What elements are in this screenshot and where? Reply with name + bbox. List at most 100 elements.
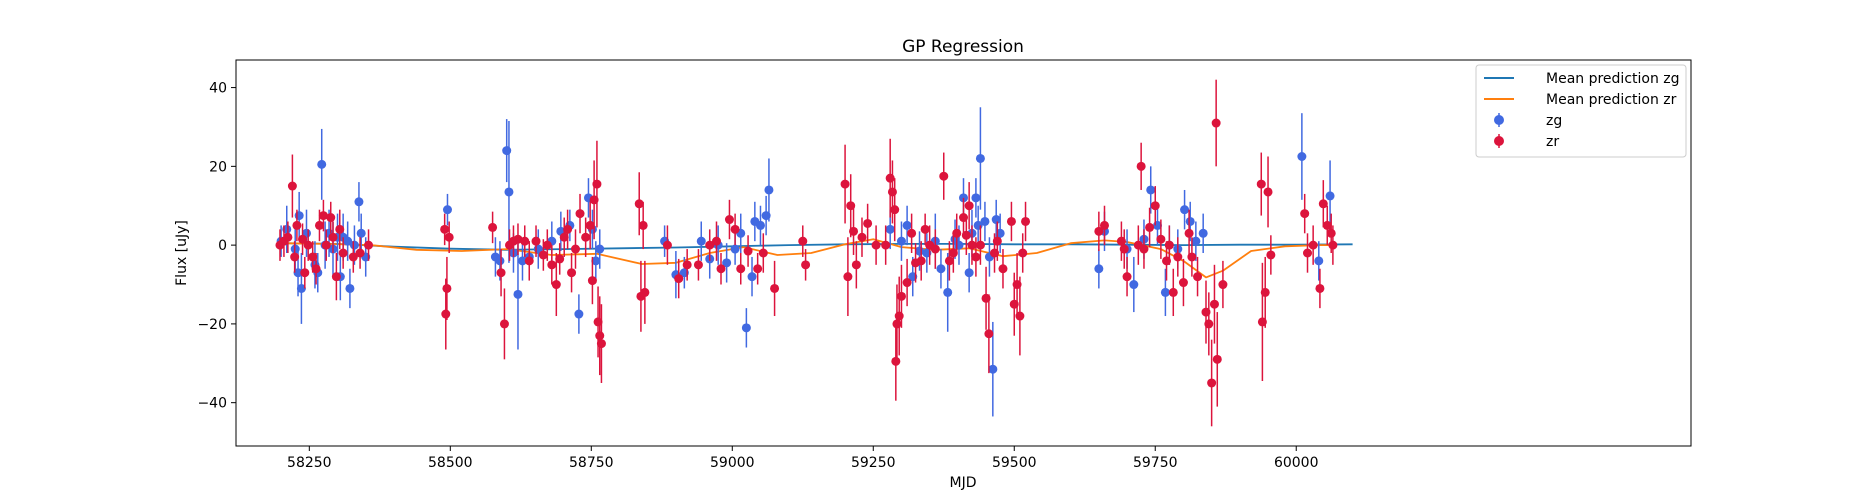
zr-point <box>892 319 902 329</box>
zr-point <box>488 222 498 232</box>
zr-point <box>1164 240 1174 250</box>
zg-point <box>902 220 912 230</box>
zr-point <box>308 252 318 262</box>
x-tick-label: 58250 <box>287 455 332 471</box>
zr-point <box>442 283 452 293</box>
zg-point <box>1314 256 1324 266</box>
zr-point <box>984 329 994 339</box>
zr-point <box>894 311 904 321</box>
zr-point <box>592 179 602 189</box>
zg-point <box>896 236 906 246</box>
zr-point <box>640 287 650 297</box>
zg-point <box>442 205 452 215</box>
zg-point <box>943 287 953 297</box>
zr-point <box>1173 252 1183 262</box>
zr-point <box>682 260 692 270</box>
zr-point <box>499 319 509 329</box>
zr-point <box>1315 283 1325 293</box>
zr-point <box>1322 220 1332 230</box>
legend: Mean prediction zg Mean prediction zr zg… <box>1475 64 1687 158</box>
zr-point <box>1308 240 1318 250</box>
zr-point <box>496 268 506 278</box>
zr-point <box>907 228 917 238</box>
zr-point <box>328 232 338 242</box>
legend-mean-zg-label: Mean prediction zg <box>1546 71 1680 87</box>
zr-point <box>770 283 780 293</box>
zr-point <box>843 272 853 282</box>
zg-point <box>1191 236 1201 246</box>
axes: 58250 58500 58750 59000 59250 59500 59750 60000… <box>197 81 1318 471</box>
zr-point <box>801 260 811 270</box>
zg-point <box>730 244 740 254</box>
legend-mean-zr-label: Mean prediction zr <box>1546 92 1677 108</box>
zg-point <box>1198 228 1208 238</box>
zr-point <box>1260 287 1270 297</box>
zg-point <box>964 268 974 278</box>
zr-point <box>711 236 721 246</box>
zr-point <box>1263 187 1273 197</box>
zg-point <box>354 197 364 207</box>
zg-point <box>722 258 732 268</box>
zr-point <box>871 240 881 250</box>
zr-point <box>1139 244 1149 254</box>
zr-point <box>581 232 591 242</box>
zr-point <box>444 232 454 242</box>
y-tick-label: 40 <box>209 81 227 97</box>
zr-point <box>743 246 753 256</box>
zr-point <box>930 244 940 254</box>
zr-point <box>547 260 557 270</box>
mean-prediction-zg-line <box>281 242 1353 251</box>
zg-point <box>1094 264 1104 274</box>
zr-point <box>538 250 548 260</box>
zr-point <box>890 205 900 215</box>
zr-point <box>1212 354 1222 364</box>
zr-point <box>1300 209 1310 219</box>
zg-point <box>517 256 527 266</box>
zr-point <box>944 256 954 266</box>
zg-point <box>755 220 765 230</box>
zr-point <box>1122 272 1132 282</box>
zr-point <box>326 213 336 223</box>
zr-point <box>939 171 949 181</box>
zg-point <box>293 268 303 278</box>
zg-point <box>343 236 353 246</box>
zr-point <box>355 248 365 258</box>
zr-point <box>1303 248 1313 258</box>
zr-point <box>571 244 580 254</box>
zr-point <box>513 234 523 244</box>
x-tick-label: 60000 <box>1274 455 1319 471</box>
zr-point <box>1256 179 1266 189</box>
zr-point <box>916 256 926 266</box>
zr-point <box>1094 226 1104 236</box>
zg-point <box>954 240 964 250</box>
zr-point <box>961 230 971 240</box>
zr-point <box>857 232 867 242</box>
zr-point <box>287 181 297 191</box>
y-tick-label: −20 <box>197 317 227 333</box>
zr-point <box>971 252 981 262</box>
zg-point <box>741 323 751 333</box>
zr-point <box>563 224 573 234</box>
chart-title: GP Regression <box>902 37 1024 57</box>
zg-point <box>696 236 706 246</box>
zg-point <box>747 272 757 282</box>
legend-zr-label: zr <box>1546 134 1559 150</box>
y-tick-label: 20 <box>209 159 227 175</box>
zg-point <box>936 264 946 274</box>
zr-point <box>1018 248 1028 258</box>
zr-point <box>849 226 859 236</box>
y-tick-label: 0 <box>218 238 227 254</box>
x-tick-label: 59000 <box>710 455 755 471</box>
zg-point <box>513 289 523 299</box>
zr-point <box>348 252 358 262</box>
zr-point <box>1187 252 1197 262</box>
zr-point <box>758 248 768 258</box>
zr-point <box>716 264 726 274</box>
zr-point <box>520 236 530 246</box>
zr-point <box>321 240 331 250</box>
zg-point <box>591 256 601 266</box>
zg-point <box>317 159 327 169</box>
legend-zg-label: zg <box>1546 113 1562 129</box>
zr-point <box>440 224 450 234</box>
zr-point <box>1178 278 1188 288</box>
